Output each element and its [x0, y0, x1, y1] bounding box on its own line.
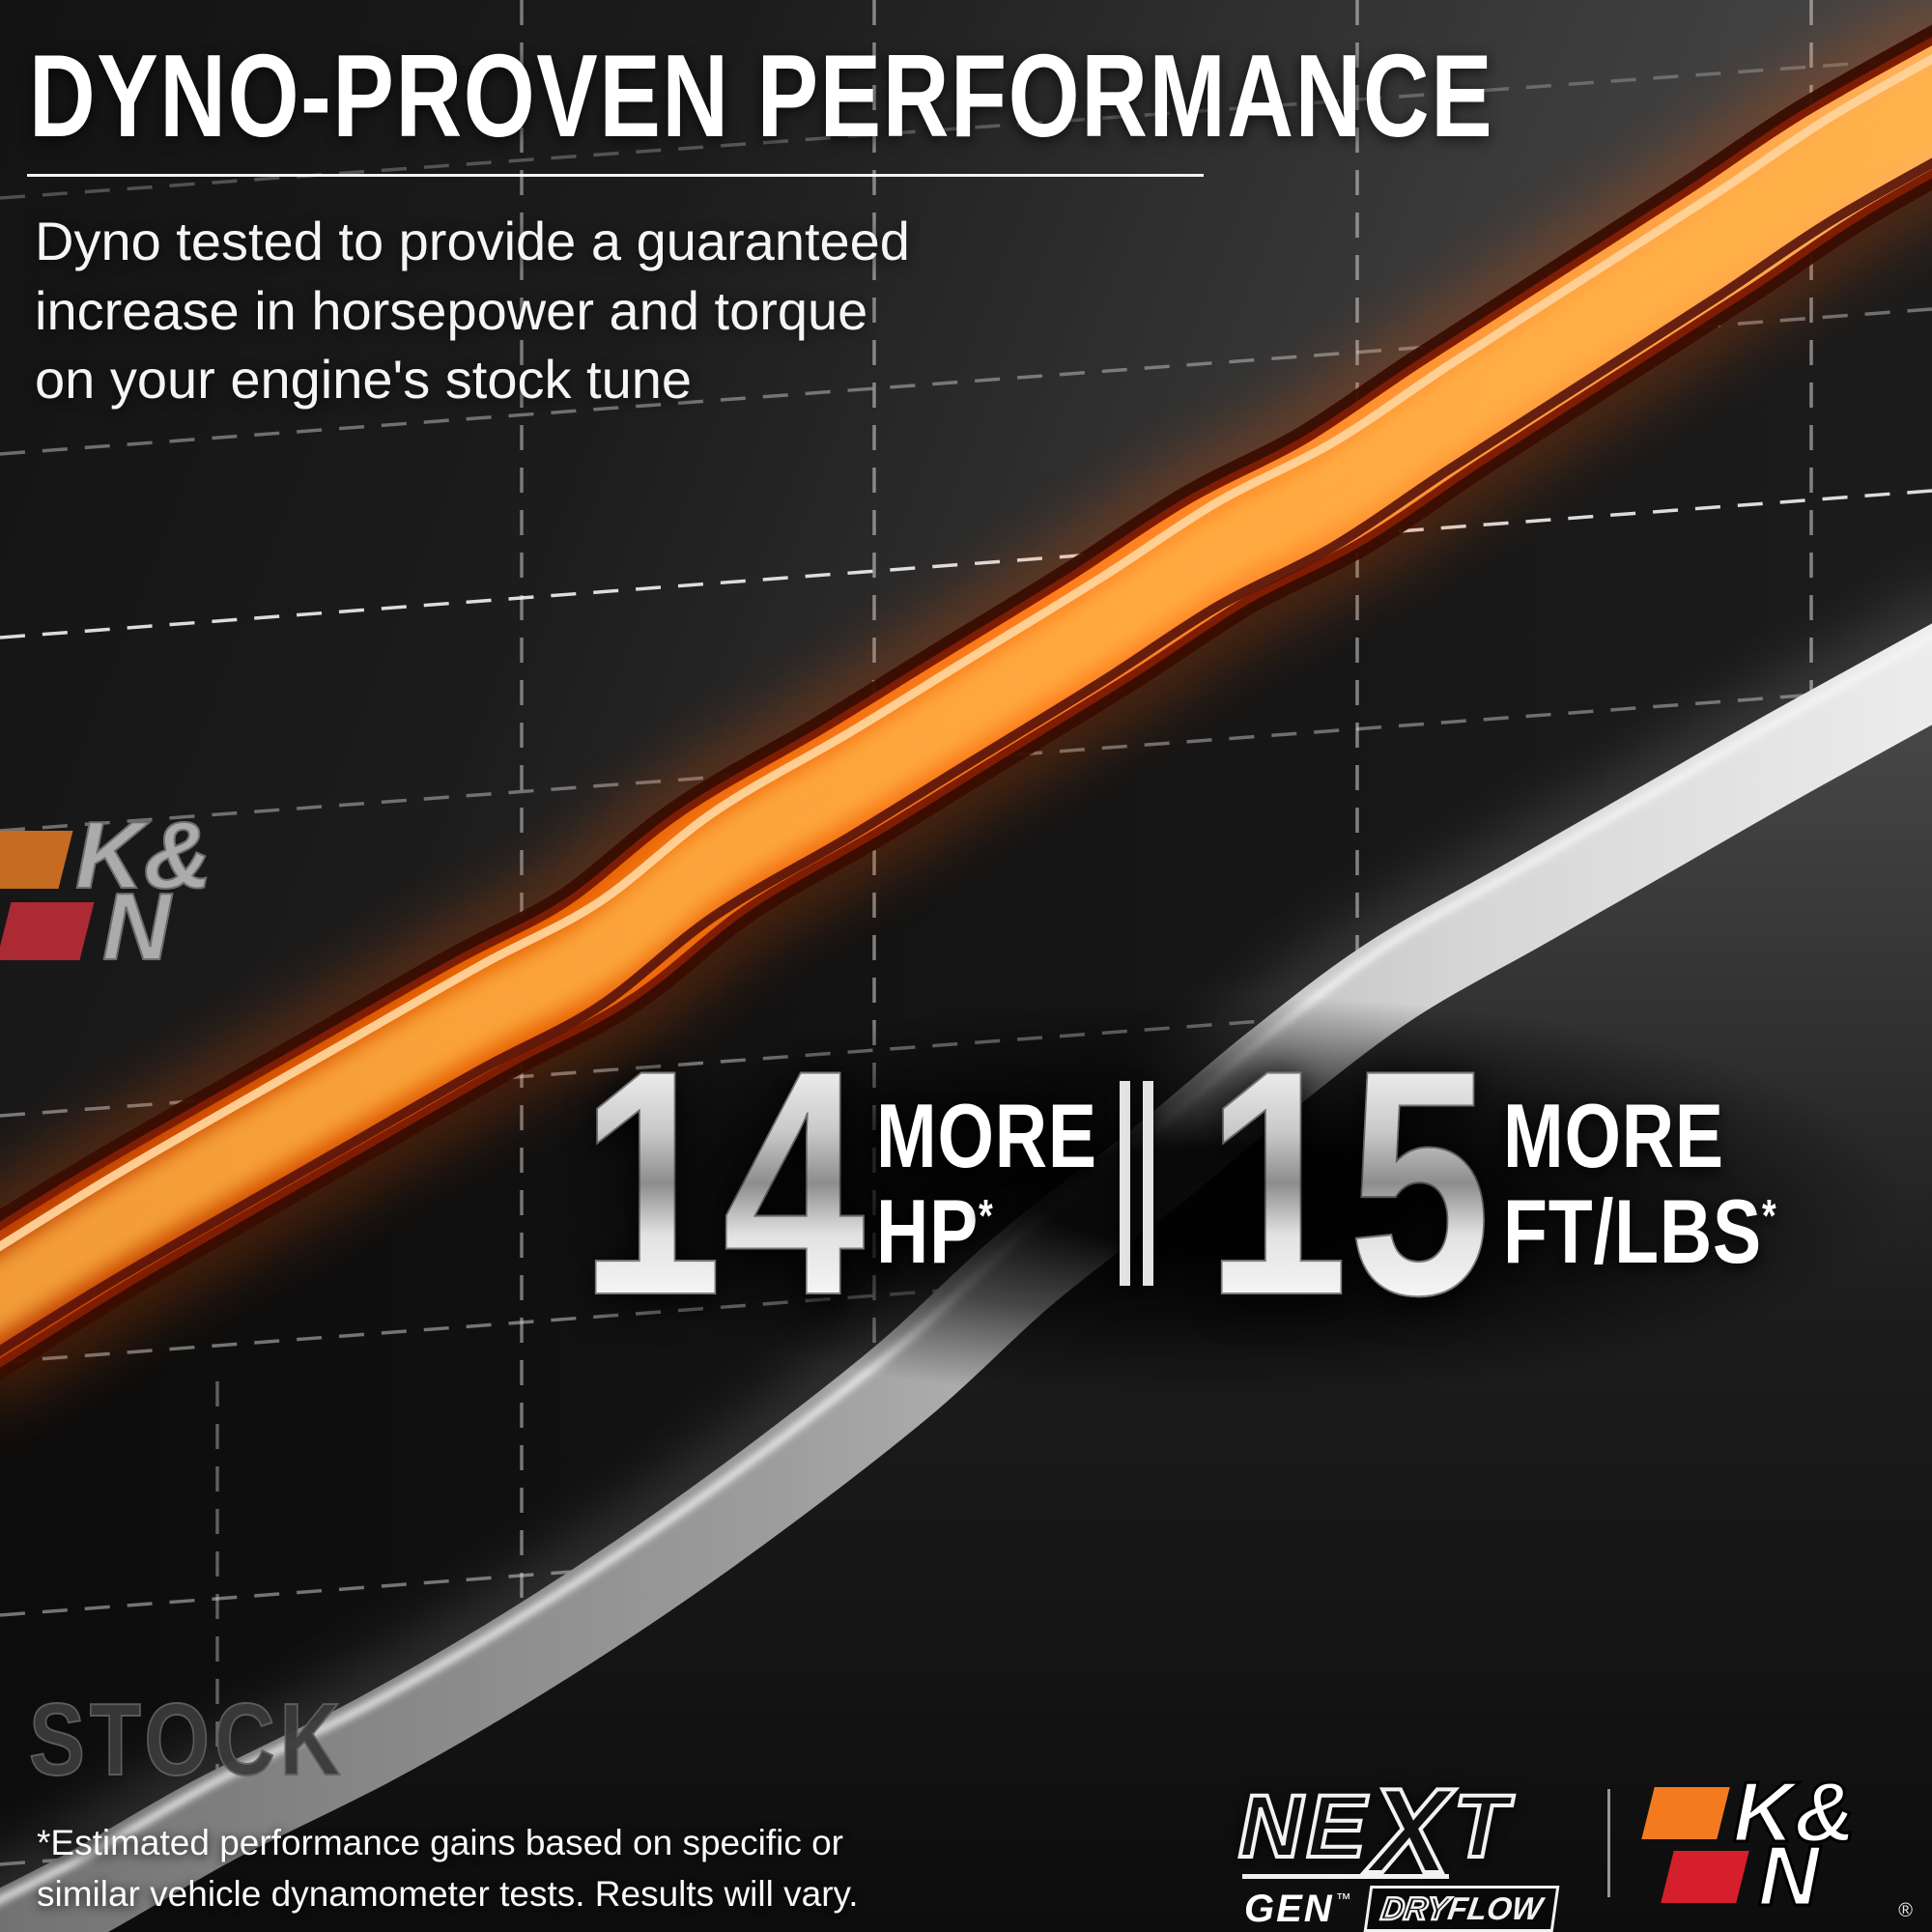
- footer-logo-divider: [1607, 1789, 1610, 1897]
- kn-watermark-n: N: [101, 873, 172, 980]
- subtitle-line-3: on your engine's stock tune: [35, 349, 693, 411]
- registered-symbol: ®: [1898, 1900, 1913, 1921]
- kn-watermark-logo: K& N: [0, 807, 292, 980]
- stat-torque-more: MORE: [1502, 1084, 1724, 1186]
- stats-backdrop-shadow: [522, 995, 1903, 1401]
- subtitle-line-1: Dyno tested to provide a guaranteed: [35, 211, 910, 271]
- stat-torque-unit: FT/LBS*: [1502, 1180, 1777, 1282]
- disclaimer-line-1: *Estimated performance gains based on sp…: [37, 1823, 843, 1862]
- performance-stats: 14 MORE HP* 15 MORE FT/LBS*: [579, 1003, 1845, 1362]
- gen-dryflow-row: GEN ™ DRYFLOW: [1244, 1886, 1560, 1932]
- stat-hp-labels: MORE HP*: [876, 1084, 1098, 1282]
- stat-hp-value: 14: [579, 1003, 866, 1362]
- kn-curve: [0, 0, 1932, 1415]
- stat-hp-unit: HP*: [876, 1180, 994, 1282]
- next-gen-underline: [1242, 1874, 1449, 1879]
- orange-block-icon: [0, 831, 73, 889]
- disclaimer-line-2: similar vehicle dynamometer tests. Resul…: [37, 1873, 859, 1914]
- title-divider: [27, 174, 1204, 177]
- subtitle-line-2: increase in horsepower and torque: [35, 279, 868, 341]
- subtitle: Dyno tested to provide a guaranteed incr…: [35, 207, 910, 414]
- next-gen-dryflow-logo: NEXT GEN ™ DRYFLOW: [1236, 1770, 1586, 1932]
- kn-watermark-kamp: K&: [74, 802, 213, 908]
- stat-hp-more: MORE: [876, 1084, 1098, 1186]
- trademark-symbol: ™: [1335, 1891, 1351, 1908]
- page-title: DYNO-PROVEN PERFORMANCE: [29, 30, 1494, 161]
- dryflow-badge: DRYFLOW: [1363, 1886, 1560, 1932]
- gen-text: GEN: [1244, 1887, 1334, 1930]
- stock-label: STOCK: [28, 1683, 346, 1797]
- next-gen-wordmark: NEXT: [1236, 1765, 1512, 1898]
- stats-divider-bars: [1120, 1081, 1154, 1286]
- stat-torque-labels: MORE FT/LBS*: [1502, 1084, 1777, 1282]
- kn-logo-kamp: K&: [1731, 1764, 1857, 1860]
- orange-block-icon: [1641, 1787, 1730, 1839]
- disclaimer: *Estimated performance gains based on sp…: [37, 1818, 859, 1919]
- red-block-icon: [0, 902, 95, 960]
- stat-torque-value: 15: [1205, 1003, 1492, 1362]
- kn-logo-n: N: [1757, 1828, 1822, 1923]
- kn-brand-logo: K& N ®: [1641, 1768, 1918, 1926]
